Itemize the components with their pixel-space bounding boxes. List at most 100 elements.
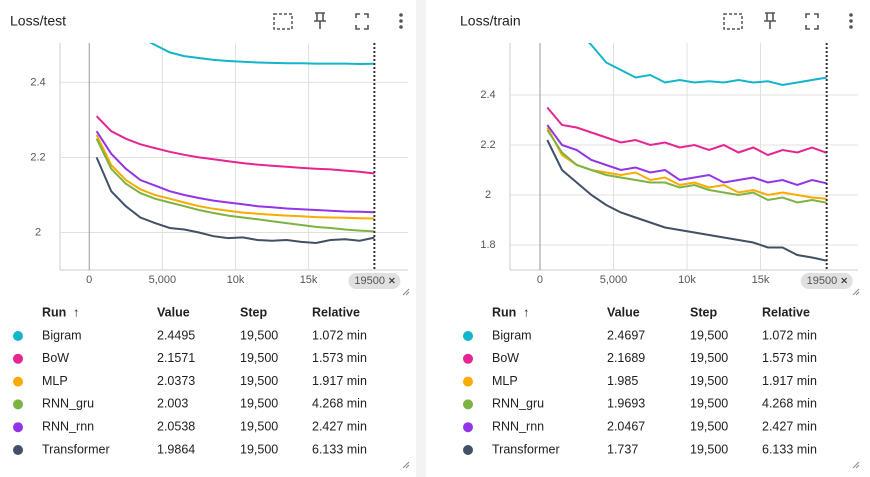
run-step: 19,500 [690, 397, 728, 411]
run-color-dot [13, 445, 23, 455]
run-name: Bigram [42, 328, 82, 342]
x-tick-label: 15k [752, 274, 770, 286]
run-color-dot [13, 422, 23, 433]
run-color-dot [463, 422, 473, 433]
run-relative: 1.917 min [312, 374, 367, 388]
pin-button[interactable] [314, 12, 326, 29]
pin-button[interactable] [764, 12, 776, 29]
chart-title: Loss/test [10, 13, 66, 29]
run-relative: 1.917 min [762, 374, 817, 388]
step-marker-label: 19500 [354, 275, 385, 287]
series-line [546, 124, 827, 187]
series-line [95, 134, 375, 220]
run-value: 2.003 [157, 397, 188, 411]
resize-handle [402, 288, 410, 296]
resize-handle [852, 288, 860, 296]
menu-button[interactable] [399, 19, 403, 23]
run-relative: 1.072 min [762, 328, 817, 342]
x-tick-label: 10k [678, 274, 696, 286]
run-value: 2.0373 [157, 374, 195, 388]
run-relative: 1.573 min [762, 351, 817, 365]
menu-button[interactable] [849, 25, 853, 29]
y-tick-label: 2 [35, 226, 41, 238]
resize-handle [852, 461, 860, 469]
run-value: 1.9693 [607, 397, 645, 411]
y-tick-label: 1.8 [480, 239, 495, 251]
run-relative: 6.133 min [312, 442, 367, 456]
y-tick-label: 2.2 [480, 139, 495, 151]
plot-area [95, 43, 375, 245]
x-tick-label: 0 [537, 274, 543, 286]
run-name: Transformer [492, 442, 560, 456]
run-step: 19,500 [240, 328, 278, 342]
table-header: Value [157, 305, 190, 319]
run-name: BoW [492, 351, 519, 365]
step-marker-close[interactable] [841, 277, 848, 284]
run-color-dot [13, 353, 23, 364]
series-line [95, 115, 375, 175]
fullscreen-button[interactable] [805, 13, 819, 30]
series-line [546, 139, 827, 262]
run-name: RNN_gru [492, 397, 544, 411]
x-tick-label: 5,000 [149, 274, 177, 286]
run-relative: 2.427 min [762, 419, 817, 433]
sort-arrow: ↑ [73, 305, 79, 319]
run-name: RNN_rnn [492, 419, 544, 433]
run-name: Transformer [42, 442, 110, 456]
y-tick-label: 2 [485, 189, 491, 201]
step-marker-chip[interactable] [348, 273, 401, 289]
run-color-dot [463, 353, 473, 364]
fullscreen-button[interactable] [355, 13, 369, 30]
menu-button[interactable] [399, 13, 403, 17]
run-step: 19,500 [240, 397, 278, 411]
run-color-dot [463, 445, 473, 455]
run-value: 2.4495 [157, 328, 195, 342]
menu-button[interactable] [399, 25, 403, 29]
y-tick-label: 2.4 [480, 89, 495, 101]
run-color-dot [463, 399, 473, 410]
run-color-dot [463, 331, 473, 341]
run-step: 19,500 [690, 442, 728, 456]
run-name: BoW [42, 351, 69, 365]
run-relative: 4.268 min [762, 397, 817, 411]
step-marker-chip[interactable] [800, 273, 853, 289]
run-value: 2.0538 [157, 419, 195, 433]
table-header: Step [240, 305, 267, 319]
run-relative: 1.573 min [312, 351, 367, 365]
run-name: RNN_rnn [42, 419, 94, 433]
run-value: 2.1571 [157, 351, 195, 365]
series-line [95, 138, 375, 233]
series-line [95, 157, 375, 245]
fit-domain-button[interactable] [723, 13, 743, 30]
table-header: Relative [762, 305, 810, 319]
run-name: RNN_gru [42, 397, 94, 411]
plot-area [546, 43, 828, 262]
y-tick-label: 2.4 [30, 76, 45, 88]
run-step: 19,500 [240, 374, 278, 388]
menu-button[interactable] [849, 19, 853, 23]
fit-domain-button[interactable] [273, 13, 293, 30]
run-relative: 1.072 min [312, 328, 367, 342]
run-step: 19,500 [690, 419, 728, 433]
x-tick-label: 5,000 [600, 274, 628, 286]
run-relative: 4.268 min [312, 397, 367, 411]
menu-button[interactable] [849, 13, 853, 17]
run-name: Bigram [492, 328, 532, 342]
step-marker-close[interactable] [388, 277, 395, 284]
run-name: MLP [42, 374, 68, 388]
sort-arrow: ↑ [523, 305, 529, 319]
series-line [588, 43, 827, 87]
run-color-dot [13, 331, 23, 341]
run-name: MLP [492, 374, 518, 388]
run-value: 2.4697 [607, 328, 645, 342]
x-tick-label: 15k [300, 274, 318, 286]
table-header: Step [690, 305, 717, 319]
x-tick-label: 10k [227, 274, 245, 286]
run-step: 19,500 [690, 351, 728, 365]
divider [416, 0, 426, 477]
y-tick-label: 2.2 [30, 151, 45, 163]
run-step: 19,500 [690, 328, 728, 342]
table-header: Value [607, 305, 640, 319]
